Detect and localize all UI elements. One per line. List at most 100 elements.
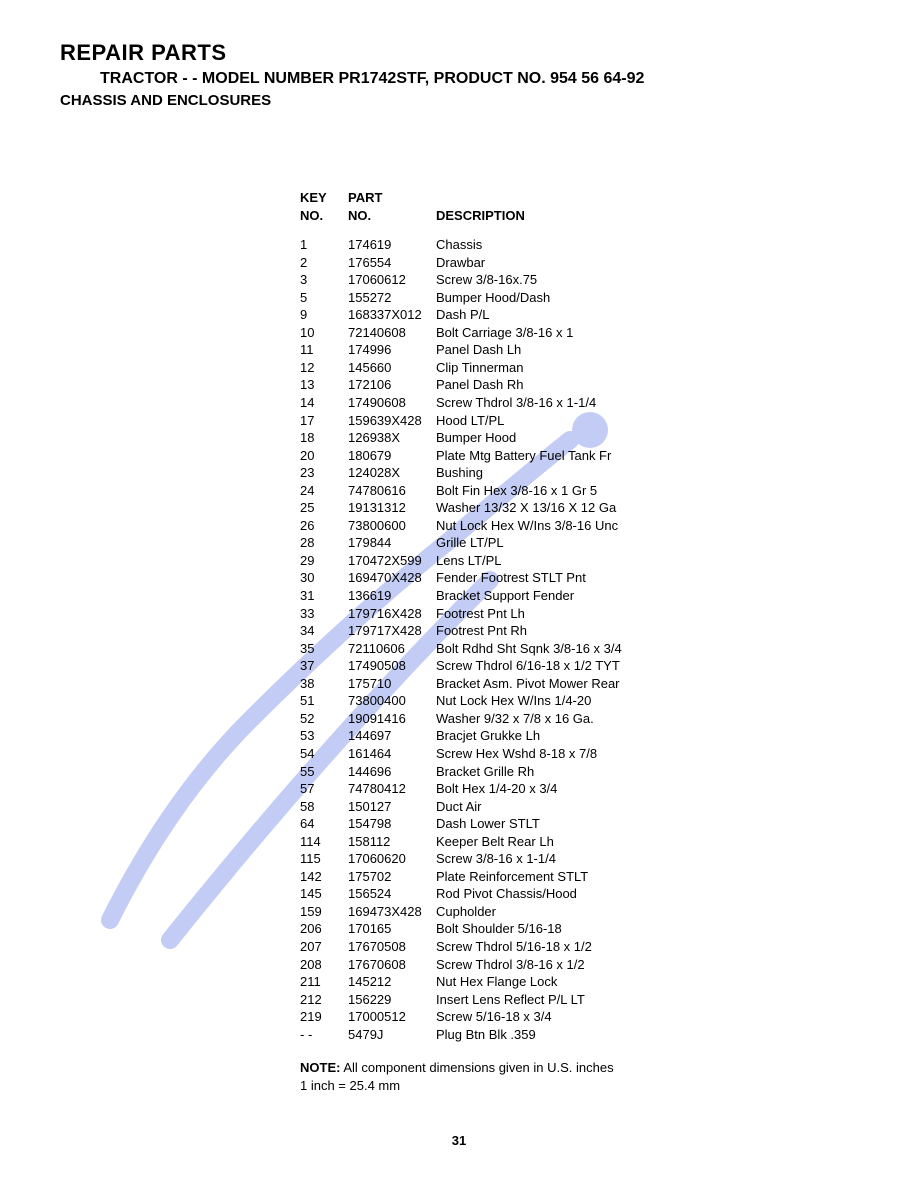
table-row: 18126938XBumper Hood bbox=[300, 429, 858, 447]
note-label: NOTE: bbox=[300, 1060, 340, 1075]
cell-key: 206 bbox=[300, 920, 348, 938]
cell-desc: Screw Thdrol 3/8-16 x 1/2 bbox=[436, 956, 858, 974]
table-row: 5155272Bumper Hood/Dash bbox=[300, 289, 858, 307]
table-row: 114158112Keeper Belt Rear Lh bbox=[300, 833, 858, 851]
cell-key: 35 bbox=[300, 640, 348, 658]
cell-desc: Clip Tinnerman bbox=[436, 359, 858, 377]
cell-desc: Bracket Grille Rh bbox=[436, 763, 858, 781]
cell-desc: Duct Air bbox=[436, 798, 858, 816]
cell-part: 72110606 bbox=[348, 640, 436, 658]
cell-desc: Bushing bbox=[436, 464, 858, 482]
cell-part: 144696 bbox=[348, 763, 436, 781]
cell-part: 156229 bbox=[348, 991, 436, 1009]
table-row: 20180679Plate Mtg Battery Fuel Tank Fr bbox=[300, 447, 858, 465]
table-row: 31136619Bracket Support Fender bbox=[300, 587, 858, 605]
cell-part: 17060612 bbox=[348, 271, 436, 289]
cell-desc: Fender Footrest STLT Pnt bbox=[436, 569, 858, 587]
cell-key: - - bbox=[300, 1026, 348, 1044]
cell-desc: Lens LT/PL bbox=[436, 552, 858, 570]
cell-part: 161464 bbox=[348, 745, 436, 763]
cell-desc: Plate Mtg Battery Fuel Tank Fr bbox=[436, 447, 858, 465]
cell-desc: Screw Thdrol 6/16-18 x 1/2 TYT bbox=[436, 657, 858, 675]
cell-desc: Bumper Hood/Dash bbox=[436, 289, 858, 307]
cell-desc: Rod Pivot Chassis/Hood bbox=[436, 885, 858, 903]
cell-desc: Nut Lock Hex W/Ins 3/8-16 Unc bbox=[436, 517, 858, 535]
cell-part: 144697 bbox=[348, 727, 436, 745]
cell-key: 23 bbox=[300, 464, 348, 482]
table-row: 1174619Chassis bbox=[300, 236, 858, 254]
cell-key: 30 bbox=[300, 569, 348, 587]
table-row: 3572110606Bolt Rdhd Sht Sqnk 3/8-16 x 3/… bbox=[300, 640, 858, 658]
table-row: 1072140608Bolt Carriage 3/8-16 x 1 bbox=[300, 324, 858, 342]
table-row: 5173800400Nut Lock Hex W/Ins 1/4-20 bbox=[300, 692, 858, 710]
cell-key: 145 bbox=[300, 885, 348, 903]
cell-key: 17 bbox=[300, 412, 348, 430]
table-row: 55144696Bracket Grille Rh bbox=[300, 763, 858, 781]
table-row: 5774780412Bolt Hex 1/4-20 x 3/4 bbox=[300, 780, 858, 798]
table-row: 11174996Panel Dash Lh bbox=[300, 341, 858, 359]
col-part-2: NO. bbox=[348, 207, 436, 225]
table-row: 53144697Bracjet Grukke Lh bbox=[300, 727, 858, 745]
cell-part: 169470X428 bbox=[348, 569, 436, 587]
title-sub: TRACTOR - - MODEL NUMBER PR1742STF, PROD… bbox=[100, 70, 858, 88]
cell-part: 17670608 bbox=[348, 956, 436, 974]
cell-part: 172106 bbox=[348, 376, 436, 394]
cell-part: 150127 bbox=[348, 798, 436, 816]
cell-part: 17490508 bbox=[348, 657, 436, 675]
cell-part: 176554 bbox=[348, 254, 436, 272]
table-row: 317060612Screw 3/8-16x.75 bbox=[300, 271, 858, 289]
table-row: 2673800600Nut Lock Hex W/Ins 3/8-16 Unc bbox=[300, 517, 858, 535]
cell-part: 168337X012 bbox=[348, 306, 436, 324]
cell-key: 57 bbox=[300, 780, 348, 798]
cell-part: 5479J bbox=[348, 1026, 436, 1044]
cell-part: 74780412 bbox=[348, 780, 436, 798]
cell-desc: Bumper Hood bbox=[436, 429, 858, 447]
cell-key: 142 bbox=[300, 868, 348, 886]
cell-key: 24 bbox=[300, 482, 348, 500]
cell-part: 169473X428 bbox=[348, 903, 436, 921]
cell-key: 212 bbox=[300, 991, 348, 1009]
cell-part: 145212 bbox=[348, 973, 436, 991]
cell-part: 170472X599 bbox=[348, 552, 436, 570]
cell-desc: Screw Thdrol 3/8-16 x 1-1/4 bbox=[436, 394, 858, 412]
cell-part: 73800400 bbox=[348, 692, 436, 710]
table-row: 21917000512Screw 5/16-18 x 3/4 bbox=[300, 1008, 858, 1026]
cell-part: 72140608 bbox=[348, 324, 436, 342]
cell-desc: Washer 13/32 X 13/16 X 12 Ga bbox=[436, 499, 858, 517]
col-key-1: KEY bbox=[300, 189, 348, 207]
cell-part: 155272 bbox=[348, 289, 436, 307]
table-row: 212156229Insert Lens Reflect P/L LT bbox=[300, 991, 858, 1009]
cell-desc: Bolt Shoulder 5/16-18 bbox=[436, 920, 858, 938]
cell-key: 12 bbox=[300, 359, 348, 377]
cell-desc: Screw Thdrol 5/16-18 x 1/2 bbox=[436, 938, 858, 956]
cell-key: 20 bbox=[300, 447, 348, 465]
table-row: 13172106Panel Dash Rh bbox=[300, 376, 858, 394]
cell-key: 18 bbox=[300, 429, 348, 447]
cell-key: 29 bbox=[300, 552, 348, 570]
cell-key: 33 bbox=[300, 605, 348, 623]
table-row: 20817670608Screw Thdrol 3/8-16 x 1/2 bbox=[300, 956, 858, 974]
cell-desc: Insert Lens Reflect P/L LT bbox=[436, 991, 858, 1009]
table-row: 28179844Grille LT/PL bbox=[300, 534, 858, 552]
cell-part: 170165 bbox=[348, 920, 436, 938]
cell-key: 5 bbox=[300, 289, 348, 307]
cell-desc: Bracjet Grukke Lh bbox=[436, 727, 858, 745]
cell-desc: Plate Reinforcement STLT bbox=[436, 868, 858, 886]
cell-part: 17000512 bbox=[348, 1008, 436, 1026]
cell-desc: Bracket Asm. Pivot Mower Rear bbox=[436, 675, 858, 693]
col-desc: DESCRIPTION bbox=[436, 207, 858, 225]
cell-part: 19091416 bbox=[348, 710, 436, 728]
table-row: 9168337X012Dash P/L bbox=[300, 306, 858, 324]
cell-part: 175702 bbox=[348, 868, 436, 886]
cell-part: 159639X428 bbox=[348, 412, 436, 430]
cell-part: 74780616 bbox=[348, 482, 436, 500]
cell-desc: Washer 9/32 x 7/8 x 16 Ga. bbox=[436, 710, 858, 728]
table-row: 142175702Plate Reinforcement STLT bbox=[300, 868, 858, 886]
cell-key: 28 bbox=[300, 534, 348, 552]
cell-key: 51 bbox=[300, 692, 348, 710]
cell-key: 207 bbox=[300, 938, 348, 956]
table-row: 34179717X428Footrest Pnt Rh bbox=[300, 622, 858, 640]
cell-key: 219 bbox=[300, 1008, 348, 1026]
cell-part: 154798 bbox=[348, 815, 436, 833]
table-row: 2176554Drawbar bbox=[300, 254, 858, 272]
